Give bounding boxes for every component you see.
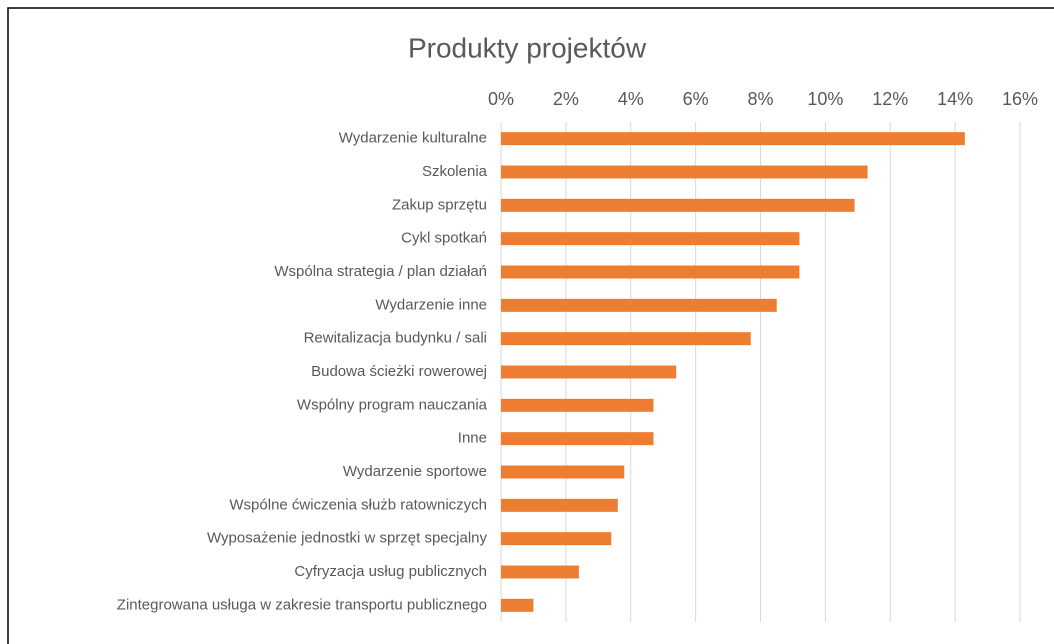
y-tick-label: Szkolenia bbox=[422, 163, 488, 180]
y-tick-label: Cykl spotkań bbox=[401, 230, 487, 247]
chart-title: Produkty projektów bbox=[408, 32, 647, 63]
y-tick-label: Wyposażenie jednostki w sprzęt specjalny bbox=[207, 530, 487, 547]
x-tick-label: 0% bbox=[488, 89, 514, 109]
y-tick-label: Wydarzenie sportowe bbox=[343, 463, 487, 480]
y-tick-label: Zakup sprzętu bbox=[392, 196, 487, 213]
y-tick-label: Rewitalizacja budynku / sali bbox=[304, 330, 487, 347]
x-tick-label: 8% bbox=[747, 89, 773, 109]
bar bbox=[501, 432, 654, 446]
bar bbox=[501, 398, 654, 412]
bar bbox=[501, 598, 534, 612]
x-tick-label: 12% bbox=[872, 89, 908, 109]
y-tick-label: Wydarzenie inne bbox=[375, 296, 487, 313]
y-tick-label: Cyfryzacja usług publicznych bbox=[294, 563, 487, 580]
bar bbox=[501, 232, 800, 246]
bar bbox=[501, 498, 618, 512]
bar bbox=[501, 298, 777, 312]
x-tick-label: 2% bbox=[553, 89, 579, 109]
x-tick-label: 16% bbox=[1002, 89, 1038, 109]
x-tick-label: 10% bbox=[807, 89, 843, 109]
y-tick-label: Zintegrowana usługa w zakresie transport… bbox=[117, 596, 487, 613]
y-tick-label: Budowa ścieżki rowerowej bbox=[311, 363, 487, 380]
y-tick-label: Wspólny program nauczania bbox=[297, 396, 488, 413]
y-tick-label: Wydarzenie kulturalne bbox=[339, 130, 487, 147]
bar bbox=[501, 532, 612, 546]
bar bbox=[501, 365, 677, 379]
bar bbox=[501, 265, 800, 279]
y-tick-label: Wspólna strategia / plan działań bbox=[274, 263, 487, 280]
bar bbox=[501, 165, 868, 179]
bar bbox=[501, 198, 855, 212]
bar bbox=[501, 465, 625, 479]
bar bbox=[501, 565, 579, 579]
x-tick-label: 4% bbox=[618, 89, 644, 109]
bar bbox=[501, 132, 965, 146]
y-tick-label: Wspólne ćwiczenia służb ratowniczych bbox=[229, 496, 487, 513]
bar bbox=[501, 332, 751, 346]
x-tick-label: 6% bbox=[683, 89, 709, 109]
x-tick-label: 14% bbox=[937, 89, 973, 109]
y-tick-label: Inne bbox=[458, 430, 487, 447]
